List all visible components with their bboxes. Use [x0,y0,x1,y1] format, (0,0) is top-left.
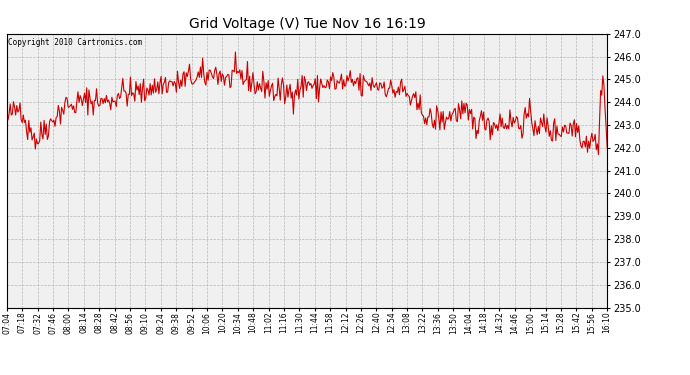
Title: Grid Voltage (V) Tue Nov 16 16:19: Grid Voltage (V) Tue Nov 16 16:19 [188,17,426,31]
Text: Copyright 2010 Cartronics.com: Copyright 2010 Cartronics.com [8,38,142,47]
